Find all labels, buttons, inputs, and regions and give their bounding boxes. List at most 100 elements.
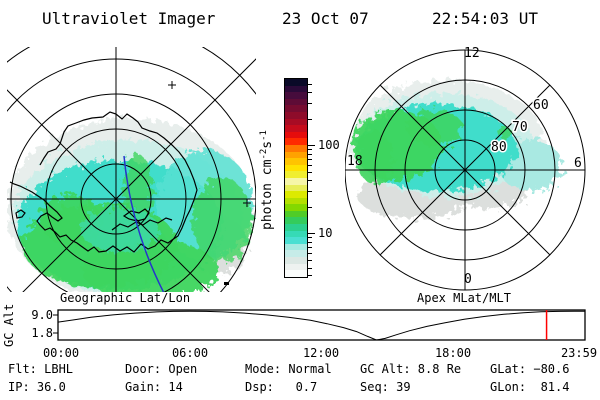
colorbar-minor-tick <box>308 252 312 254</box>
colorbar-step <box>285 250 307 258</box>
status-door: Door: Open <box>125 362 198 376</box>
colorbar-step <box>285 105 307 112</box>
mlat-label-70: 70 <box>512 120 528 135</box>
status-ip: IP: 36.0 <box>8 380 66 394</box>
meridian-spoke <box>379 169 466 256</box>
strip-axes-box <box>57 309 586 341</box>
ytick-label-max: 9.0 <box>31 308 53 322</box>
ytick-label-min: 1.8 <box>31 326 53 340</box>
unit-prefix: photon cm <box>260 159 276 230</box>
xtick-0600: 06:00 <box>172 346 208 360</box>
colorbar-step <box>285 191 307 198</box>
colorbar-step <box>285 111 307 119</box>
colorbar-gradient <box>284 78 308 278</box>
colorbar-minor-tick <box>308 153 312 155</box>
unit-mid: s <box>260 140 276 149</box>
xtick-1200: 12:00 <box>303 346 339 360</box>
gc-alt-strip-chart: GC Alt 9.0 1.8 00:00 06:00 12:00 18:00 2… <box>2 304 597 360</box>
colorbar-step <box>285 230 307 238</box>
colorbar-step <box>285 184 307 192</box>
status-dsp: Dsp: 0.7 <box>245 380 318 394</box>
colorbar-minor-tick <box>308 275 312 276</box>
mlt-label-18: 18 <box>347 154 363 169</box>
meridian-spoke <box>464 169 551 256</box>
colorbar-minor-tick <box>308 84 312 85</box>
title-date: 23 Oct 07 <box>282 9 369 28</box>
colorbar-step <box>285 131 307 139</box>
status-mode: Mode: Normal <box>245 362 332 376</box>
xtick-1800: 18:00 <box>435 346 471 360</box>
grid-end-marker <box>243 199 251 207</box>
status-glon: GLon: 81.4 <box>490 380 570 394</box>
pole-cross-markers <box>168 81 251 207</box>
colorbar-step <box>285 125 307 132</box>
colorbar-minor-tick <box>308 259 312 261</box>
mlat-label-80: 80 <box>491 140 507 155</box>
aurora-blob <box>80 208 160 252</box>
colorbar-minor-tick <box>308 241 312 243</box>
meridian-spoke <box>22 198 117 292</box>
colorbar-minor-tick <box>308 92 312 93</box>
apex-polar-plot: 12 18 6 0 80 70 60 <box>345 46 586 291</box>
colorbar-step <box>285 164 307 172</box>
colorbar-major-tick <box>308 145 315 146</box>
colorbar-unit-label: photon cm-2s-1 <box>259 130 275 230</box>
mlt-label-0: 0 <box>464 272 472 287</box>
magnetic-pole-marker <box>168 81 176 89</box>
colorbar-step <box>285 263 307 271</box>
aurora-blob <box>407 110 463 146</box>
mlt-label-6: 6 <box>574 156 582 171</box>
gc-alt-curve <box>57 310 585 341</box>
meridian-spoke <box>464 84 551 171</box>
colorbar-step <box>285 79 307 86</box>
meridian-spoke <box>7 89 117 200</box>
right-plot-caption: Apex MLat/MLT <box>417 291 511 305</box>
colorbar-step <box>285 224 307 231</box>
mlt-label-12: 12 <box>464 46 480 61</box>
page-title: Ultraviolet Imager <box>42 9 216 28</box>
altitude-curve <box>57 310 585 341</box>
unit-exponent: -2 <box>258 148 269 160</box>
colorbar-minor-tick <box>308 191 312 192</box>
colorbar-minor-tick <box>308 149 312 150</box>
colorbar-step <box>285 257 307 264</box>
status-flt: Flt: LBHL <box>8 362 74 376</box>
colorbar-minor-tick <box>308 268 312 269</box>
colorbar-step <box>285 92 307 99</box>
colorbar-minor-tick <box>308 237 312 238</box>
colorbar-step <box>285 171 307 178</box>
title-time: 22:54:03 UT <box>432 9 538 28</box>
meridian-spoke <box>379 84 466 171</box>
colorbar-step <box>285 243 307 251</box>
colorbar <box>284 78 308 278</box>
aurora-blob <box>357 132 393 184</box>
mlat-label-60: 60 <box>533 98 549 113</box>
colorbar-step <box>285 270 307 277</box>
colorbar-step <box>285 237 307 244</box>
colorbar-step <box>285 98 307 106</box>
colorbar-step <box>285 204 307 211</box>
colorbar-step <box>285 210 307 218</box>
colorbar-minor-tick <box>308 246 312 248</box>
colorbar-minor-tick <box>308 103 312 104</box>
aurora-blob <box>498 127 512 139</box>
colorbar-step <box>285 158 307 165</box>
left-plot-caption: Geographic Lat/Lon <box>60 291 191 305</box>
blue-meridian-line <box>123 155 165 292</box>
colorbar-step <box>285 118 307 126</box>
colorbar-step <box>285 144 307 152</box>
status-gain: Gain: 14 <box>125 380 183 394</box>
aurora-emission-layer <box>7 118 254 292</box>
time-axis-labels: 00:00 06:00 12:00 18:00 23:59 <box>43 346 597 360</box>
colorbar-minor-tick <box>308 164 312 166</box>
status-gc-alt: GC Alt: 8.8 Re <box>360 362 462 376</box>
mlt-hour-labels: 12 18 6 0 <box>347 46 582 287</box>
colorbar-tick-label: 10 <box>318 226 333 240</box>
xtick-2359: 23:59 <box>561 346 597 360</box>
status-seq: Seq: 39 <box>360 380 411 394</box>
station-mark <box>224 282 229 285</box>
colorbar-major-tick <box>308 233 315 234</box>
aurora-blob <box>123 155 153 225</box>
colorbar-step <box>285 138 307 145</box>
colorbar-minor-tick <box>308 171 312 173</box>
